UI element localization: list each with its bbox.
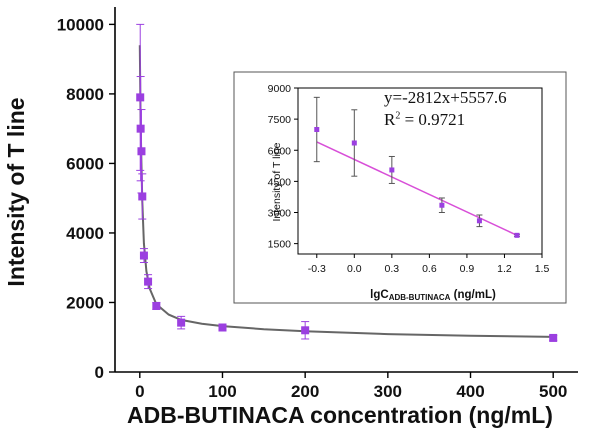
main-x-tick-label: 100 — [208, 382, 236, 401]
r-squared-symbol: R — [384, 110, 396, 129]
main-data-point — [138, 192, 147, 201]
main-y-axis-label: Intensity of T line — [3, 97, 29, 287]
main-x-tick-label: 400 — [456, 382, 484, 401]
inset-y-tick-label: 4500 — [268, 176, 292, 188]
main-data-point — [139, 251, 148, 260]
main-y-tick-label: 0 — [95, 363, 104, 382]
main-data-point — [177, 318, 186, 327]
main-x-axis-label: ADB-BUTINACA concentration (ng/mL) — [127, 402, 553, 428]
r-squared-label: R2 = 0.9721 — [384, 110, 465, 130]
inset-frame — [233, 71, 567, 304]
main-x-tick-label: 300 — [374, 382, 402, 401]
main-data-point — [136, 124, 145, 133]
main-data-point — [549, 333, 558, 342]
main-data-point — [218, 323, 227, 332]
inset-x-axis-label: lgCADB-BUTINACA (ng/mL) — [298, 289, 568, 305]
main-x-tick-label: 200 — [291, 382, 319, 401]
inset-x-tick-label: -0.3 — [308, 263, 326, 275]
inset-data-point — [351, 140, 357, 146]
inset-data-point — [314, 127, 320, 132]
inset-x-label-unit: (ng/mL) — [453, 289, 496, 301]
inset-x-tick-label: 0.6 — [422, 263, 437, 275]
main-y-tick-label: 2000 — [66, 293, 104, 312]
main-y-tick-label: 4000 — [66, 224, 104, 243]
inset-y-axis-label: Intensity of T line — [271, 142, 283, 222]
r-squared-value: = 0.9721 — [400, 110, 466, 129]
inset-x-tick-label: 0.3 — [385, 263, 400, 275]
inset-y-tick-label: 1500 — [268, 239, 292, 251]
inset-x-label-main: lgC — [370, 289, 389, 301]
main-axes: 0 100 200 300 400 500 0 2000 4000 6000 8000 10000 — [57, 7, 578, 401]
inset-plot-box — [297, 87, 543, 255]
inset-data-point — [476, 218, 482, 224]
main-y-tick-label: 8000 — [66, 85, 104, 104]
main-data-point — [144, 277, 153, 286]
inset-border — [233, 71, 567, 304]
inset-y-tick-label: 9000 — [268, 83, 292, 95]
inset-data-points — [313, 96, 520, 238]
inset-x-tick-label: 0.9 — [460, 263, 475, 275]
inset-axes: -0.3 0.0 0.3 0.6 0.9 1.2 1.5 1500 3000 4500 6000 75… — [268, 83, 550, 275]
inset-data-point — [389, 167, 395, 173]
inset-data-point — [514, 232, 520, 238]
inset-y-tick-label: 3000 — [268, 208, 292, 220]
main-y-tick-label: 10000 — [57, 15, 104, 34]
inset-fit-line — [316, 141, 518, 237]
inset-y-tick-label: 7500 — [268, 114, 292, 126]
inset-x-tick-label: 1.2 — [497, 263, 512, 275]
inset-fit-line-path — [316, 141, 518, 237]
main-y-tick-label: 6000 — [66, 154, 104, 173]
inset-x-tick-label: 1.5 — [535, 263, 550, 275]
inset-x-label-subscript: ADB-BUTINACA — [388, 293, 451, 302]
main-data-point — [301, 326, 310, 335]
inset-y-tick-label: 6000 — [268, 145, 292, 157]
r-squared-power: 2 — [395, 110, 401, 122]
inset-x-tick-label: 0.0 — [347, 263, 362, 275]
main-data-point — [152, 301, 161, 310]
inset-data-point — [439, 202, 445, 208]
main-x-tick-label: 0 — [135, 382, 144, 401]
regression-equation: y=-2812x+5557.6 — [384, 88, 507, 107]
main-x-tick-label: 500 — [539, 382, 567, 401]
main-data-point — [137, 147, 146, 156]
main-data-points — [136, 23, 558, 342]
